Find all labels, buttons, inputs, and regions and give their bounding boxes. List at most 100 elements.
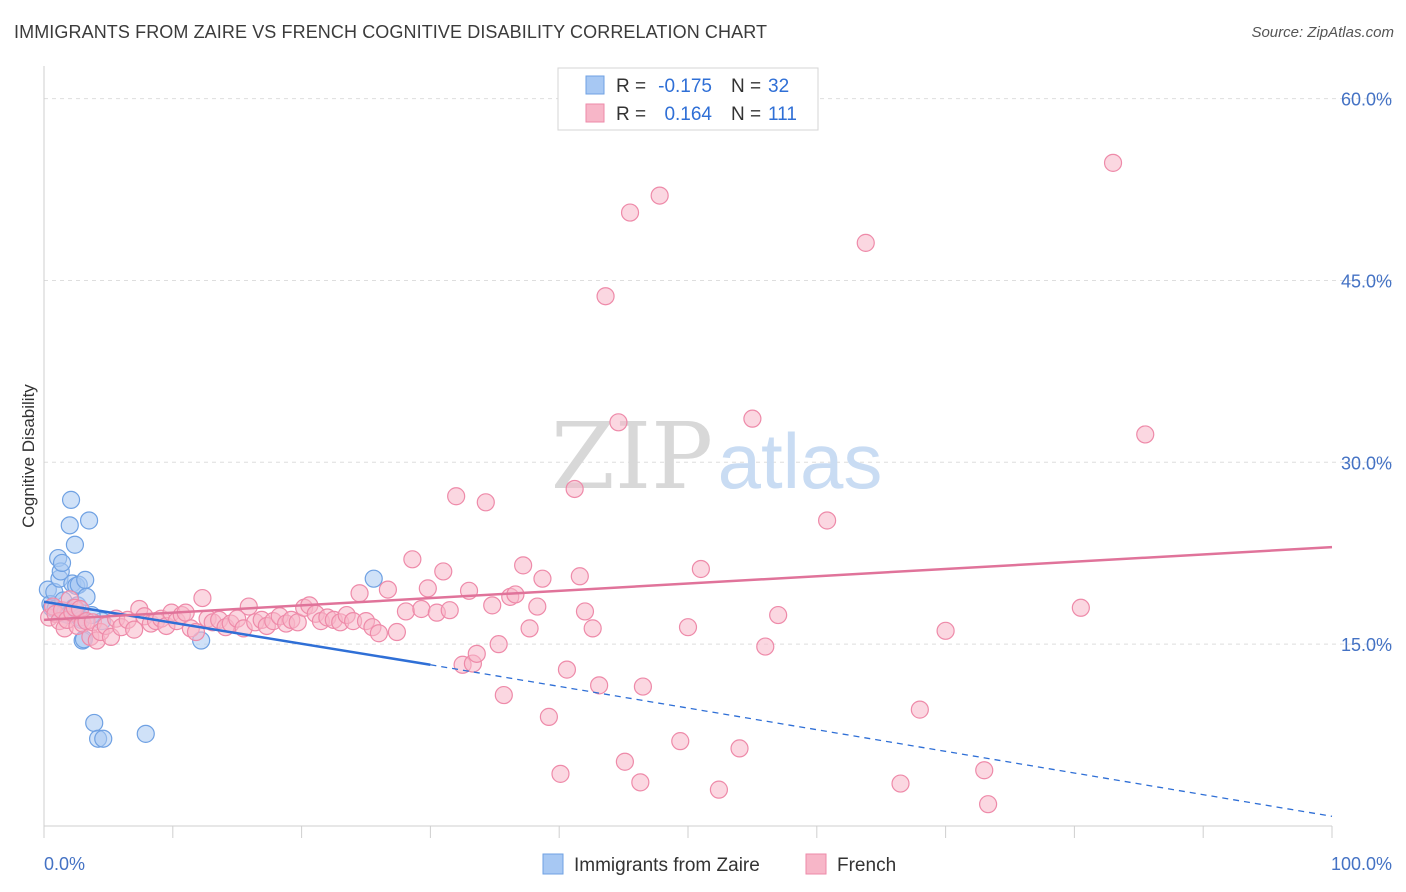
- point-1-112: [769, 605, 788, 625]
- point-1-79: [467, 644, 486, 663]
- bottom-legend-swatch-zaire: [542, 853, 564, 875]
- point-1-23: [125, 620, 144, 639]
- legend-swatch-zaire: [585, 75, 605, 95]
- point-1-92: [557, 660, 577, 679]
- point-1-105: [671, 732, 690, 751]
- y-axis-label: Cognitive Disability: [19, 384, 38, 528]
- point-0-28: [85, 713, 104, 733]
- point-1-75: [447, 487, 466, 506]
- point-1-110: [743, 409, 762, 428]
- watermark-atlas: atlas: [718, 417, 883, 505]
- point-1-69: [403, 550, 422, 569]
- correlation-legend: R = -0.175 N = 32 R = 0.164 N = 111: [557, 67, 819, 131]
- point-1-113: [818, 511, 837, 530]
- point-1-99: [609, 413, 628, 432]
- point-1-118: [975, 761, 994, 780]
- point-1-101: [620, 203, 640, 222]
- legend-r-value-1: -0.175: [658, 76, 712, 97]
- point-0-17: [65, 535, 85, 554]
- point-1-68: [396, 602, 416, 621]
- x-tick-labels: 0.0% 100.0%: [44, 854, 1392, 874]
- point-1-119: [979, 795, 998, 814]
- bottom-legend-label-french: French: [837, 855, 896, 876]
- trend-line-1: [43, 545, 1333, 622]
- legend-n-label-1: N =: [731, 76, 761, 97]
- legend-swatch-french: [585, 103, 605, 123]
- point-1-82: [489, 635, 508, 654]
- point-1-71: [418, 579, 437, 598]
- point-0-27: [79, 511, 99, 530]
- point-1-70: [412, 599, 431, 619]
- point-1-93: [565, 479, 584, 499]
- x-tick-label-1: 100.0%: [1331, 854, 1392, 874]
- point-1-114: [856, 233, 875, 252]
- point-1-44: [239, 597, 258, 616]
- point-1-97: [590, 676, 609, 695]
- point-1-116: [910, 700, 929, 719]
- x-tick-label-0: 0.0%: [44, 854, 85, 874]
- point-1-74: [440, 601, 459, 620]
- point-0-31: [136, 724, 155, 743]
- legend-r-label-2: R =: [616, 104, 646, 125]
- legend-n-value-2: 111: [768, 104, 797, 125]
- point-1-98: [596, 287, 615, 306]
- point-0-13: [60, 516, 79, 535]
- trend-extension-0: [430, 664, 1333, 817]
- point-1-67: [387, 622, 407, 642]
- point-1-104: [650, 186, 669, 205]
- point-1-81: [483, 596, 502, 615]
- axes: [43, 66, 1333, 838]
- data-points: [38, 153, 1155, 814]
- point-1-102: [631, 773, 650, 792]
- trend-lines: [43, 545, 1333, 817]
- point-1-88: [528, 597, 547, 616]
- point-0-8: [52, 553, 72, 573]
- source-credit: Source: ZipAtlas.com: [1251, 24, 1394, 41]
- point-1-121: [1103, 153, 1123, 172]
- y-tick-label-0: 15.0%: [1341, 635, 1392, 655]
- point-0-34: [364, 569, 383, 588]
- bottom-legend-swatch-french: [805, 853, 827, 875]
- chart-title: IMMIGRANTS FROM ZAIRE VS FRENCH COGNITIV…: [14, 22, 768, 42]
- point-1-89: [533, 569, 552, 588]
- point-1-115: [891, 774, 910, 793]
- point-1-107: [691, 559, 710, 579]
- y-tick-label-3: 60.0%: [1341, 90, 1392, 110]
- point-1-65: [369, 624, 388, 643]
- point-1-95: [575, 602, 595, 621]
- point-1-103: [633, 677, 653, 696]
- point-0-14: [61, 490, 81, 509]
- point-1-62: [350, 584, 369, 603]
- point-1-96: [583, 619, 602, 638]
- point-1-87: [520, 619, 539, 638]
- point-1-83: [494, 685, 513, 705]
- point-1-108: [709, 780, 729, 799]
- point-1-109: [730, 739, 749, 758]
- legend-n-label-2: N =: [731, 104, 761, 125]
- legend-r-label-1: R =: [616, 76, 646, 97]
- point-1-36: [193, 588, 212, 608]
- point-1-91: [551, 764, 570, 783]
- point-1-106: [678, 618, 698, 637]
- legend-n-value-1: 32: [768, 76, 789, 97]
- point-1-122: [1136, 425, 1155, 444]
- gridlines: [44, 98, 1392, 645]
- point-0-30: [94, 729, 113, 748]
- point-1-100: [615, 752, 634, 771]
- point-1-73: [434, 562, 453, 581]
- point-0-25: [76, 570, 95, 589]
- point-1-94: [570, 567, 589, 586]
- point-1-120: [1071, 598, 1090, 617]
- series-legend: Immigrants from Zaire French: [542, 853, 896, 876]
- y-tick-labels: 15.0% 30.0% 45.0% 60.0%: [1341, 90, 1392, 656]
- trend-line-0: [43, 600, 431, 666]
- point-1-90: [539, 707, 558, 726]
- point-1-86: [514, 556, 533, 575]
- legend-r-value-2: 0.164: [664, 104, 712, 125]
- point-1-66: [378, 580, 397, 599]
- point-1-117: [936, 621, 955, 640]
- y-tick-label-2: 45.0%: [1341, 271, 1392, 291]
- point-1-111: [756, 637, 775, 656]
- y-tick-label-1: 30.0%: [1341, 453, 1392, 473]
